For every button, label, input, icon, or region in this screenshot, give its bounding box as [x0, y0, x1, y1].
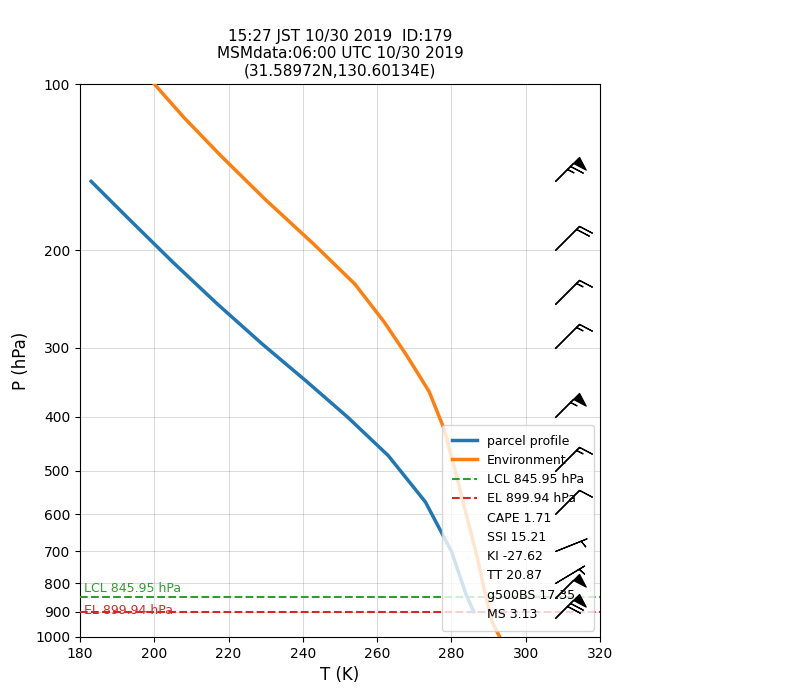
X-axis label: T (K): T (K) [320, 666, 360, 685]
Text: EL 899.94 hPa: EL 899.94 hPa [84, 604, 173, 617]
Legend: parcel profile, Environment, LCL 845.95 hPa, EL 899.94 hPa, CAPE 1.71, SSI 15.21: parcel profile, Environment, LCL 845.95 … [442, 424, 594, 631]
Title: 15:27 JST 10/30 2019  ID:179
MSMdata:06:00 UTC 10/30 2019
(31.58972N,130.60134E): 15:27 JST 10/30 2019 ID:179 MSMdata:06:0… [217, 29, 463, 78]
Y-axis label: P (hPa): P (hPa) [11, 331, 30, 390]
Text: LCL 845.95 hPa: LCL 845.95 hPa [84, 582, 181, 596]
